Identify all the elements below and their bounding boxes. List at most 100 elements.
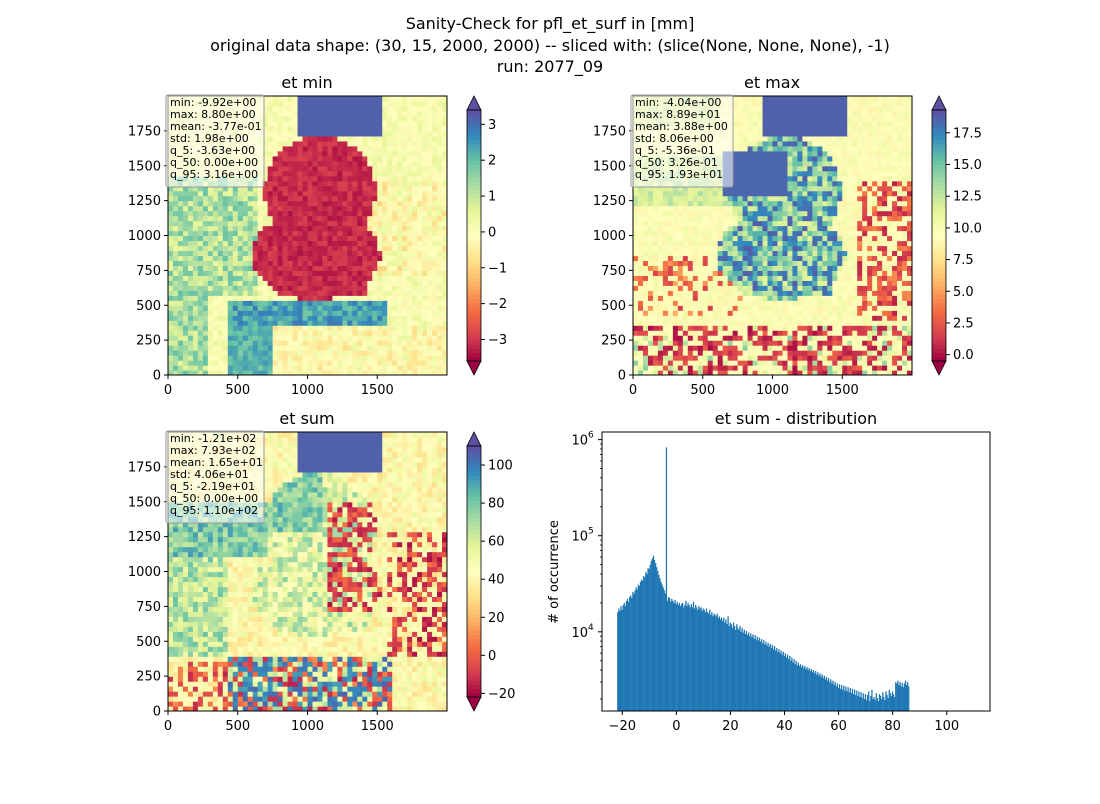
heatmap-cell xyxy=(258,226,264,232)
heatmap-cell xyxy=(357,111,363,117)
heatmap-cell xyxy=(367,116,373,122)
heatmap-cell xyxy=(392,181,398,187)
heatmap-cell xyxy=(872,240,878,246)
heatmap-cell xyxy=(713,245,719,251)
heatmap-cell xyxy=(718,245,724,251)
heatmap-cell xyxy=(293,280,299,286)
heatmap-cell xyxy=(653,315,659,321)
heatmap-cell xyxy=(412,240,418,246)
heatmap-cell xyxy=(822,340,828,346)
heatmap-cell xyxy=(342,116,348,122)
heatmap-cell xyxy=(643,245,649,251)
heatmap-cell xyxy=(357,171,363,177)
heatmap-cell xyxy=(317,211,323,217)
heatmap-cell xyxy=(412,196,418,202)
heatmap-cell xyxy=(867,221,873,227)
heatmap-cell xyxy=(897,320,903,326)
heatmap-cell xyxy=(842,330,848,336)
heatmap-cell xyxy=(337,151,343,157)
heatmap-cell xyxy=(337,325,343,331)
heatmap-cell xyxy=(668,325,674,331)
heatmap-cell xyxy=(273,186,279,192)
heatmap-cell xyxy=(223,255,229,261)
heatmap-cell xyxy=(308,240,314,246)
heatmap-cell xyxy=(298,305,304,311)
heatmap-cell xyxy=(322,166,328,172)
heatmap-cell xyxy=(872,275,878,281)
heatmap-cell xyxy=(293,330,299,336)
heatmap-cell xyxy=(243,245,249,251)
heatmap-cell xyxy=(357,260,363,266)
heatmap-cell xyxy=(638,285,644,291)
heatmap-cell xyxy=(643,315,649,321)
heatmap-cell xyxy=(412,245,418,251)
colorbar-step xyxy=(467,236,481,241)
heatmap-cell xyxy=(437,330,443,336)
heatmap-cell xyxy=(293,240,299,246)
heatmap-cell xyxy=(427,265,433,271)
heatmap-cell xyxy=(337,255,343,261)
heatmap-cell xyxy=(258,265,264,271)
heatmap-cell xyxy=(392,245,398,251)
heatmap-cell xyxy=(872,270,878,276)
heatmap-cell xyxy=(382,226,388,232)
heatmap-cell xyxy=(198,191,204,197)
heatmap-cell xyxy=(213,191,219,197)
heatmap-cell xyxy=(387,360,393,366)
heatmap-cell xyxy=(897,335,903,341)
heatmap-cell xyxy=(347,186,353,192)
heatmap-cell xyxy=(168,350,174,356)
heatmap-cell xyxy=(357,146,363,152)
heatmap-cell xyxy=(278,226,284,232)
heatmap-cell xyxy=(422,221,428,227)
heatmap-cell xyxy=(698,285,704,291)
heatmap-cell xyxy=(648,305,654,311)
heatmap-cell xyxy=(417,315,423,321)
colorbar-step xyxy=(467,114,481,119)
heatmap-cell xyxy=(427,151,433,157)
heatmap-cell xyxy=(817,255,823,261)
heatmap-cell xyxy=(417,285,423,291)
heatmap-cell xyxy=(807,245,813,251)
heatmap-cell xyxy=(397,340,403,346)
heatmap-cell xyxy=(678,365,684,371)
heatmap-cell xyxy=(243,335,249,341)
heatmap-cell xyxy=(782,305,788,311)
heatmap-cell xyxy=(427,245,433,251)
heatmap-cell xyxy=(817,340,823,346)
heatmap-cell xyxy=(312,360,318,366)
heatmap-cell xyxy=(298,216,304,222)
heatmap-cell xyxy=(432,186,438,192)
heatmap-cell xyxy=(238,315,244,321)
heatmap-cell xyxy=(293,216,299,222)
heatmap-cell xyxy=(763,300,769,306)
heatmap-cell xyxy=(308,156,314,162)
heatmap-cell xyxy=(678,330,684,336)
heatmap-cell xyxy=(782,355,788,361)
heatmap-cell xyxy=(308,300,314,306)
heatmap-cell xyxy=(208,245,214,251)
colorbar-extend-max xyxy=(467,96,481,110)
heatmap-cell xyxy=(188,310,194,316)
heatmap-cell xyxy=(342,231,348,237)
colorbar-step xyxy=(467,273,481,278)
heatmap-cell xyxy=(213,221,219,227)
heatmap-cell xyxy=(213,340,219,346)
heatmap-cell xyxy=(802,330,808,336)
heatmap-cell xyxy=(743,221,749,227)
heatmap-cell xyxy=(437,196,443,202)
heatmap-cell xyxy=(817,265,823,271)
heatmap-cell xyxy=(352,171,358,177)
heatmap-cell xyxy=(303,161,309,167)
heatmap-cell xyxy=(173,360,179,366)
heatmap-cell xyxy=(807,345,813,351)
heatmap-cell xyxy=(173,315,179,321)
heatmap-cell xyxy=(802,280,808,286)
heatmap-cell xyxy=(188,226,194,232)
heatmap-cell xyxy=(663,350,669,356)
heatmap-cell xyxy=(668,340,674,346)
heatmap-cell xyxy=(372,325,378,331)
heatmap-cell xyxy=(263,216,269,222)
heatmap-cell xyxy=(238,320,244,326)
heatmap-cell xyxy=(743,255,749,261)
